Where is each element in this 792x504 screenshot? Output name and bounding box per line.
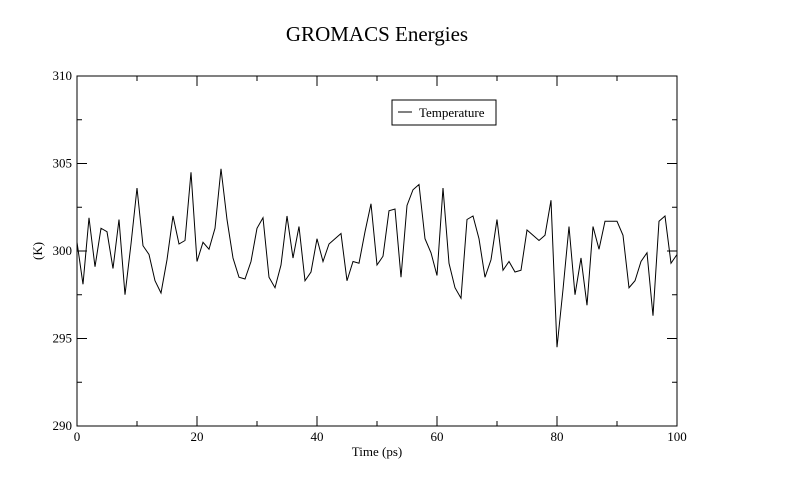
x-axis-label: Time (ps) [352,444,402,459]
y-tick-label: 295 [53,331,73,346]
y-tick-label: 305 [53,156,73,171]
y-tick-label: 300 [53,243,73,258]
y-tick-label: 310 [53,68,73,83]
x-tick-label: 60 [431,429,444,444]
series-layer [76,168,678,348]
x-tick-label: 80 [551,429,564,444]
y-tick-label: 290 [53,418,73,433]
legend-label-temperature: Temperature [419,105,485,120]
y-axis-ticks: 290 295 300 305 310 [53,68,677,433]
x-tick-label: 40 [311,429,324,444]
x-tick-label: 20 [191,429,204,444]
x-tick-label: 0 [74,429,81,444]
y-axis-label: (K) [30,242,45,260]
series-line-temperature [76,168,678,348]
x-tick-label: 100 [667,429,687,444]
x-axis-ticks: 0 20 40 60 80 100 [74,76,687,444]
legend: Temperature [391,99,497,126]
chart-title: GROMACS Energies [286,22,468,46]
